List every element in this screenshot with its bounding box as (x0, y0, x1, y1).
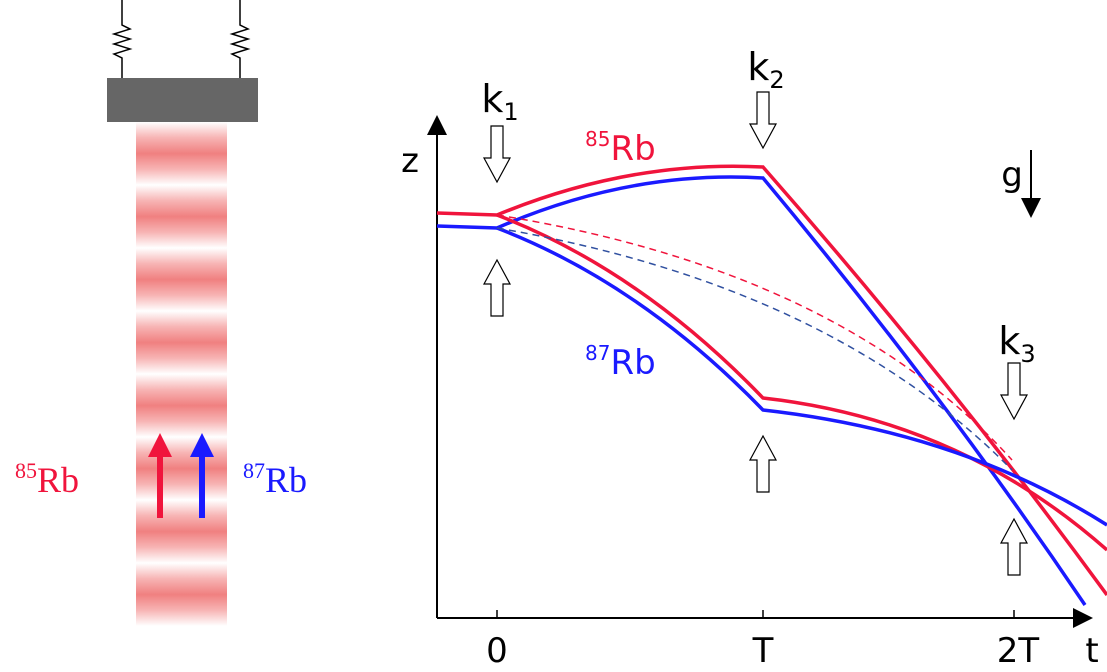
label-87: 87Rb (585, 341, 656, 383)
text-part: 3 (1020, 340, 1035, 368)
trajectories (436, 164, 1107, 606)
tick-label: 0 (486, 631, 508, 671)
text-part: 87 (585, 341, 610, 365)
axis-label: t (1085, 631, 1098, 671)
text-part: 2 (769, 66, 784, 94)
tick-label: 2T (997, 631, 1040, 671)
text-part: k (481, 77, 503, 121)
text-part: 87 (243, 458, 265, 483)
text-part: Rb (37, 460, 79, 500)
text-part: Rb (610, 129, 655, 169)
text-part: 85 (15, 458, 37, 483)
text-part: k (998, 319, 1020, 363)
text-part: Rb (265, 460, 307, 500)
apparatus (111, 0, 251, 78)
text-part: 1 (503, 98, 518, 126)
label-87: 87Rb (243, 458, 307, 500)
text-part: k (747, 45, 769, 89)
pulse-label: k2 (747, 45, 784, 94)
mirror (107, 78, 258, 122)
axis-label: z (401, 141, 419, 181)
text-part: Rb (610, 343, 655, 383)
label-85: 85Rb (15, 458, 79, 500)
pulse-label: k3 (998, 319, 1035, 368)
label-85: 85Rb (585, 127, 656, 169)
pulse-arrows (483, 91, 1028, 576)
gravity-label: g (1001, 155, 1023, 195)
ticks (496, 610, 1015, 618)
pulse-label: k1 (481, 77, 518, 126)
tick-label: T (752, 631, 774, 671)
text-part: 85 (585, 127, 610, 151)
lattice-beam (136, 122, 227, 626)
